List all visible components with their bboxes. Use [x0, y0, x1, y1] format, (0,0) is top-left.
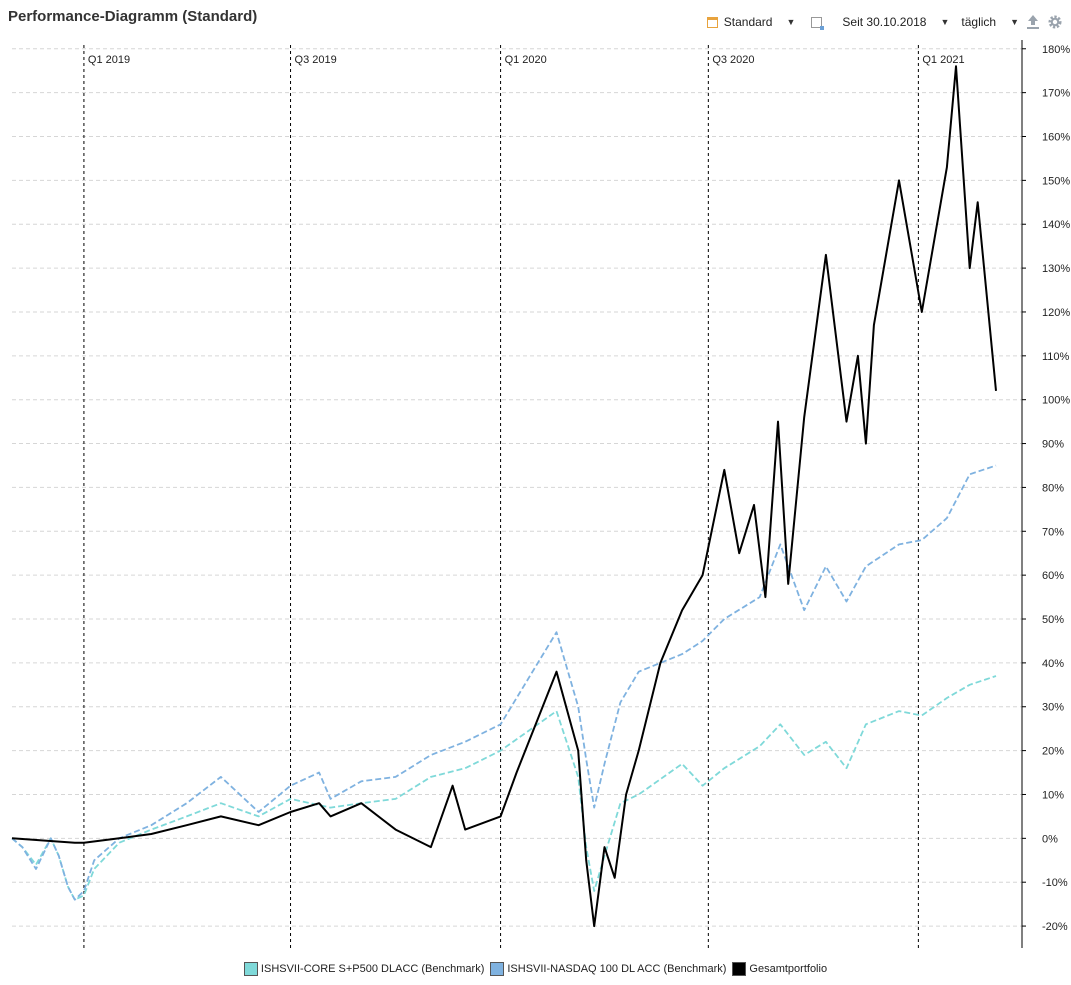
y-tick-label: 140%: [1042, 219, 1070, 231]
y-tick-label: 150%: [1042, 175, 1070, 187]
interval-selector[interactable]: täglich ▼: [955, 15, 1019, 29]
period-selector[interactable]: Seit 30.10.2018 ▼: [801, 15, 950, 30]
legend-item-nasdaq[interactable]: ISHSVII-NASDAQ 100 DL ACC (Benchmark): [490, 962, 726, 976]
y-tick-label: 10%: [1042, 789, 1064, 801]
quarter-marker-label: Q1 2020: [505, 54, 547, 66]
y-tick-label: 60%: [1042, 570, 1064, 582]
y-tick-label: 80%: [1042, 482, 1064, 494]
y-tick-label: 130%: [1042, 263, 1070, 275]
legend-label-sp500: ISHSVII-CORE S+P500 DLACC (Benchmark): [260, 963, 485, 975]
period-label: Seit 30.10.2018: [842, 15, 927, 29]
interval-label: täglich: [961, 15, 997, 29]
chart-toolbar: Standard ▼ Seit 30.10.2018 ▼ täglich ▼: [701, 12, 1063, 32]
quarter-marker-label: Q1 2019: [88, 54, 130, 66]
chevron-down-icon: ▼: [940, 17, 950, 27]
y-tick-label: 30%: [1042, 702, 1064, 714]
y-tick-label: 110%: [1042, 351, 1070, 363]
y-tick-label: 40%: [1042, 658, 1064, 670]
y-tick-label: 0%: [1042, 833, 1058, 845]
date-range-icon: [811, 16, 825, 30]
y-tick-label: 50%: [1042, 614, 1064, 626]
y-tick-label: 20%: [1042, 746, 1064, 758]
chevron-down-icon: ▼: [786, 17, 796, 27]
legend-label-portfolio: Gesamtportfolio: [749, 963, 828, 975]
y-tick-label: 180%: [1042, 44, 1070, 56]
chevron-down-icon: ▼: [1010, 17, 1019, 27]
settings-icon[interactable]: [1047, 14, 1063, 30]
legend-swatch-sp500: [243, 962, 258, 976]
y-tick-label: 160%: [1042, 132, 1070, 144]
page-title: Performance-Diagramm (Standard): [8, 8, 258, 25]
chart-legend: ISHSVII-CORE S+P500 DLACC (Benchmark) IS…: [0, 962, 1071, 976]
series-line-2: [11, 65, 997, 928]
quarter-marker-label: Q3 2020: [712, 54, 754, 66]
series-line-1: [11, 464, 997, 901]
legend-item-portfolio[interactable]: Gesamtportfolio: [732, 962, 827, 976]
view-label: Standard: [723, 15, 773, 29]
y-tick-label: 90%: [1042, 439, 1064, 451]
y-tick-label: -20%: [1042, 921, 1068, 933]
performance-chart: -20% -10% 0% 10% 20% 30% 40% 50% 60% 70% 80% 90% 100…: [11, 40, 1070, 948]
y-tick-label: 170%: [1042, 88, 1070, 100]
legend-label-nasdaq: ISHSVII-NASDAQ 100 DL ACC (Benchmark): [507, 963, 727, 975]
quarter-marker-label: Q1 2021: [922, 54, 964, 66]
y-tick-label: 70%: [1042, 526, 1064, 538]
y-tick-label: 100%: [1042, 395, 1070, 407]
legend-swatch-portfolio: [732, 962, 747, 976]
quarter-marker-label: Q3 2019: [295, 54, 337, 66]
legend-swatch-nasdaq: [490, 962, 505, 976]
export-icon[interactable]: [1025, 14, 1041, 30]
y-tick-label: 120%: [1042, 307, 1070, 319]
legend-item-sp500[interactable]: ISHSVII-CORE S+P500 DLACC (Benchmark): [243, 962, 485, 976]
calendar-icon: [706, 16, 718, 28]
series-line-0: [11, 675, 997, 901]
view-selector[interactable]: Standard ▼: [706, 15, 796, 29]
y-tick-label: -10%: [1042, 877, 1068, 889]
